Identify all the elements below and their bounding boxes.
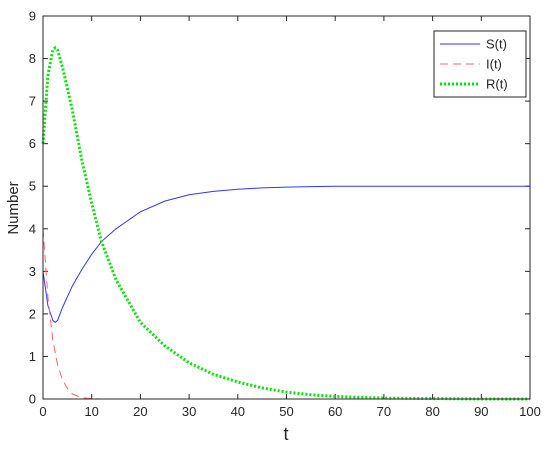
x-tick-label: 10 — [84, 404, 98, 419]
x-tick-label: 80 — [425, 404, 439, 419]
x-tick-label: 40 — [231, 404, 245, 419]
legend-label: R(t) — [486, 77, 508, 92]
y-tick-label: 7 — [29, 94, 36, 109]
y-tick-label: 9 — [29, 9, 36, 24]
y-tick-label: 5 — [29, 179, 36, 194]
x-tick-label: 60 — [328, 404, 342, 419]
y-axis-label: Number — [5, 181, 22, 234]
series-line — [42, 185, 530, 324]
axes-box — [42, 15, 531, 400]
x-tick-label: 0 — [39, 404, 46, 419]
legend-label: S(t) — [486, 37, 507, 52]
y-tick-label: 0 — [29, 392, 36, 407]
x-tick-label: 90 — [474, 404, 488, 419]
legend-label: I(t) — [486, 57, 502, 72]
x-tick-label: 100 — [519, 404, 541, 419]
y-tick-label: 1 — [29, 349, 36, 364]
y-tick-label: 3 — [29, 264, 36, 279]
y-tick-label: 6 — [29, 136, 36, 151]
y-tick-label: 8 — [29, 51, 36, 66]
x-tick-label: 50 — [279, 404, 293, 419]
x-tick-label: 20 — [133, 404, 147, 419]
y-tick-label: 2 — [29, 306, 36, 321]
series-line — [41, 45, 530, 401]
x-tick-label: 70 — [377, 404, 391, 419]
y-tick-label: 4 — [29, 221, 36, 236]
x-axis-label: t — [283, 424, 288, 444]
x-tick-label: 30 — [182, 404, 196, 419]
